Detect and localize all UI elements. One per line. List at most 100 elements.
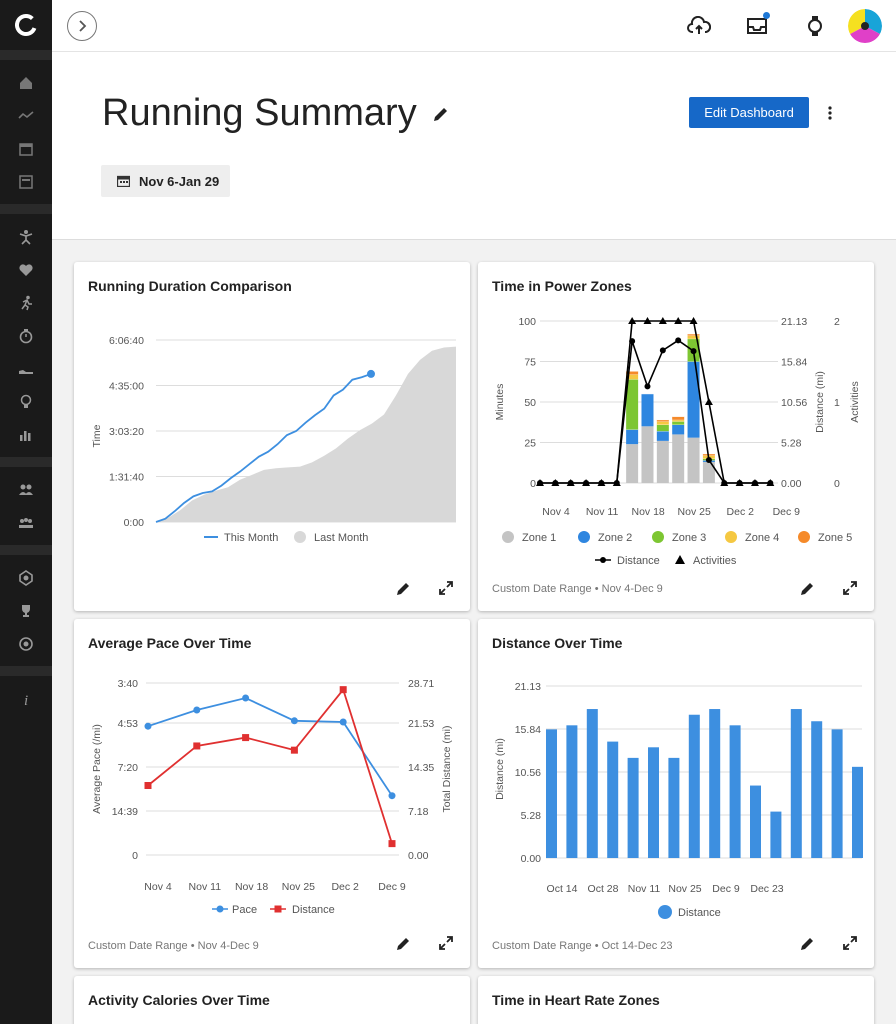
distance-bar xyxy=(750,785,761,858)
sidebar-item-reports[interactable] xyxy=(0,165,52,198)
sidebar: i xyxy=(0,0,52,1024)
sidebar-item-groups[interactable] xyxy=(0,506,52,539)
legend-zone-5-swatch xyxy=(798,531,810,543)
tick-label: Dec 2 xyxy=(727,506,755,518)
card-footer: Custom Date Range • Oct 14-Dec 23 xyxy=(492,940,673,952)
zone-1-bar xyxy=(672,434,685,483)
distance-bar xyxy=(648,747,659,858)
pencil-icon xyxy=(397,583,409,595)
sidebar-item-stopwatch[interactable] xyxy=(0,319,52,352)
sidebar-item-connections[interactable] xyxy=(0,473,52,506)
logo-icon xyxy=(15,14,37,36)
inbox-button[interactable] xyxy=(728,0,786,52)
tick-label: 10.56 xyxy=(781,397,807,409)
sidebar-item-bar-chart[interactable] xyxy=(0,418,52,451)
card-footer: Custom Date Range • Nov 4-Dec 9 xyxy=(88,940,259,952)
edit-card-button[interactable] xyxy=(798,578,818,598)
distance-bar xyxy=(729,725,741,858)
zone-5-bar xyxy=(626,371,639,375)
edit-dashboard-button[interactable]: Edit Dashboard xyxy=(689,97,809,128)
card-title: Running Duration Comparison xyxy=(88,278,292,294)
watch-icon xyxy=(808,16,822,36)
tick-label: 50 xyxy=(524,397,536,409)
distance-bar xyxy=(831,729,843,858)
distance-point xyxy=(290,746,298,754)
expand-card-button[interactable] xyxy=(840,933,860,953)
tick-label: Nov 25 xyxy=(282,881,315,893)
edit-card-button[interactable] xyxy=(394,578,414,598)
expand-sidebar-button[interactable] xyxy=(67,11,97,41)
legend-distance-label: Distance xyxy=(678,907,721,919)
zone-2-bar xyxy=(656,431,669,441)
sidebar-item-trophy[interactable] xyxy=(0,594,52,627)
pace-chart: 3:40 28.71 4:53 21.53 7:20 14.35 14:39 7.18 0 0.0… xyxy=(91,678,453,916)
tick-label: Dec 9 xyxy=(773,506,801,518)
sidebar-item-info[interactable]: i xyxy=(0,682,52,715)
power-zones-card: Time in Power Zones 0 0.00 25 5.28 50 10.56 75… xyxy=(478,262,874,611)
sidebar-item-shoe[interactable] xyxy=(0,352,52,385)
tick-label: 3:03:20 xyxy=(109,426,144,438)
tick-label: 21.13 xyxy=(515,681,541,693)
last-month-area xyxy=(156,346,456,522)
sidebar-item-heart[interactable] xyxy=(0,253,52,286)
lightbulb-icon xyxy=(20,394,32,408)
expand-icon xyxy=(439,936,453,950)
distance-point xyxy=(144,782,152,790)
device-button[interactable] xyxy=(786,0,844,52)
tick-label: Nov 18 xyxy=(631,506,664,518)
expand-card-button[interactable] xyxy=(436,578,456,598)
distance-point xyxy=(675,337,682,344)
tick-label: 5.28 xyxy=(781,438,802,450)
activities-point xyxy=(658,317,667,324)
zone-1-bar xyxy=(656,440,669,483)
tick-label: 6:06:40 xyxy=(109,335,144,347)
sidebar-item-calendar[interactable] xyxy=(0,132,52,165)
tick-label: 28.71 xyxy=(408,678,434,690)
activities-point xyxy=(597,479,606,486)
card-title: Activity Calories Over Time xyxy=(88,992,270,1008)
sidebar-item-running[interactable] xyxy=(0,286,52,319)
pencil-icon xyxy=(434,108,447,121)
zone-5-bar xyxy=(672,416,685,420)
sidebar-item-activity-trend[interactable] xyxy=(0,99,52,132)
legend-zone-2-swatch xyxy=(578,531,590,543)
tick-label: 3:40 xyxy=(118,678,139,690)
sidebar-item-home[interactable] xyxy=(0,66,52,99)
upload-button[interactable] xyxy=(670,0,728,52)
sidebar-item-lightbulb[interactable] xyxy=(0,385,52,418)
average-pace-card: Average Pace Over Time 3:40 28.71 4:53 21.5… xyxy=(74,619,470,968)
zone-2-bar xyxy=(641,393,654,427)
tick-label: 7:20 xyxy=(118,762,139,774)
target-icon xyxy=(19,636,33,651)
tick-label: Dec 2 xyxy=(331,881,359,893)
edit-card-button[interactable] xyxy=(394,933,414,953)
more-options-button[interactable] xyxy=(822,97,838,128)
sidebar-item-fitness-person[interactable] xyxy=(0,220,52,253)
tick-label: 0 xyxy=(530,478,536,490)
edit-card-button[interactable] xyxy=(798,933,818,953)
info-icon: i xyxy=(24,693,28,707)
distance-point xyxy=(644,383,651,390)
date-range-button[interactable]: Nov 6-Jan 29 xyxy=(101,165,230,197)
app-logo[interactable] xyxy=(0,0,52,50)
this-month-line xyxy=(155,373,372,523)
expand-icon xyxy=(843,936,857,950)
activity-trend-icon xyxy=(18,110,34,119)
more-vertical-icon xyxy=(828,105,832,120)
badge-icon xyxy=(19,569,33,586)
expand-card-button[interactable] xyxy=(840,578,860,598)
legend-zone-4-swatch xyxy=(725,531,737,543)
sidebar-item-target[interactable] xyxy=(0,627,52,660)
card-footer: Custom Date Range • Nov 4-Dec 9 xyxy=(492,583,663,595)
edit-title-button[interactable] xyxy=(432,105,450,128)
pace-point xyxy=(290,717,298,725)
tick-label: 7.18 xyxy=(408,806,429,818)
heart-rate-zones-card: Time in Heart Rate Zones xyxy=(478,976,874,1024)
avatar[interactable] xyxy=(848,9,882,43)
distance-line xyxy=(147,687,393,844)
expand-card-button[interactable] xyxy=(436,933,456,953)
legend-last-month-swatch xyxy=(294,531,306,543)
axis-label: Activities xyxy=(849,381,861,422)
sidebar-item-badge[interactable] xyxy=(0,561,52,594)
distance-point xyxy=(388,840,396,848)
